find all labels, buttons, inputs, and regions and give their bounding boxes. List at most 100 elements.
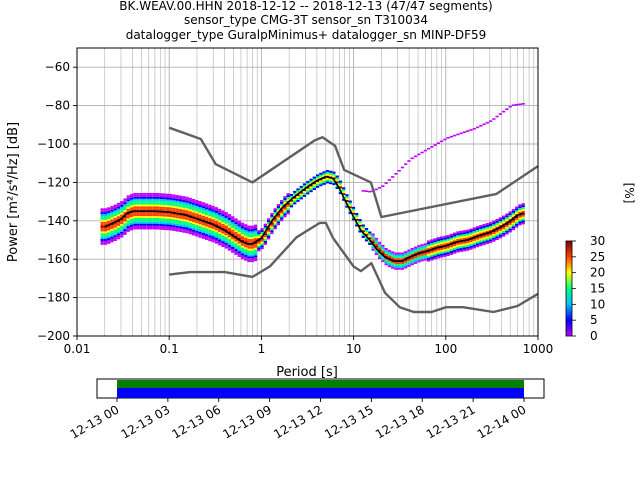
heatmap-cell bbox=[221, 241, 225, 244]
heatmap-cell bbox=[234, 231, 238, 234]
heatmap-cell bbox=[397, 262, 401, 264]
heatmap-cell bbox=[351, 210, 356, 213]
heatmap-cell bbox=[495, 234, 499, 237]
heatmap-cell bbox=[156, 194, 160, 197]
heatmap-cell bbox=[306, 188, 310, 191]
heatmap-cell bbox=[136, 198, 140, 201]
heatmap-cell bbox=[211, 226, 215, 229]
heatmap-cell bbox=[211, 228, 215, 231]
heatmap-cell bbox=[466, 241, 470, 244]
heatmap-cell bbox=[100, 233, 104, 236]
heatmap-cell bbox=[100, 227, 104, 230]
heatmap-cell bbox=[446, 252, 450, 255]
heatmap-cell bbox=[195, 225, 199, 227]
heatmap-cell bbox=[417, 245, 421, 248]
heatmap-cell bbox=[231, 218, 235, 221]
heatmap-cell bbox=[159, 218, 163, 221]
heatmap-cell bbox=[198, 206, 202, 209]
heatmap-cell bbox=[443, 243, 447, 246]
heatmap-cell bbox=[257, 235, 261, 238]
heatmap-cell bbox=[156, 204, 160, 207]
heatmap-cell bbox=[107, 215, 111, 217]
heatmap-cell bbox=[201, 211, 205, 214]
heatmap-cell bbox=[492, 228, 496, 231]
figure-title: BK.WEAV.00.HHN 2018-12-12 -- 2018-12-13 … bbox=[119, 0, 492, 42]
heatmap-cell bbox=[515, 216, 519, 218]
heatmap-cell bbox=[113, 216, 117, 218]
heatmap-cell bbox=[479, 236, 483, 239]
heatmap-cell bbox=[169, 205, 173, 208]
heatmap-cell bbox=[394, 173, 398, 175]
heatmap-cell bbox=[387, 265, 392, 268]
heatmap-cell bbox=[466, 235, 470, 238]
heatmap-cell bbox=[475, 231, 480, 234]
heatmap-cell bbox=[247, 240, 251, 243]
heatmap-cell bbox=[133, 194, 137, 197]
heatmap-cell bbox=[368, 241, 372, 244]
heatmap-cell bbox=[384, 263, 388, 266]
heatmap-cell bbox=[139, 212, 143, 215]
heatmap-cell bbox=[224, 237, 228, 239]
heatmap-cell bbox=[498, 230, 502, 233]
heatmap-cell bbox=[175, 208, 179, 211]
heatmap-cell bbox=[185, 202, 189, 205]
heatmap-cell bbox=[325, 173, 330, 176]
heatmap-cell bbox=[312, 176, 316, 179]
heatmap-cell bbox=[319, 174, 323, 177]
heatmap-cell bbox=[521, 220, 525, 223]
heatmap-cell bbox=[231, 216, 235, 219]
heatmap-cell bbox=[126, 216, 130, 219]
heatmap-cell bbox=[152, 214, 157, 216]
heatmap-cell bbox=[286, 196, 290, 199]
heatmap-cell bbox=[152, 200, 157, 203]
heatmap-cell bbox=[172, 221, 176, 224]
heatmap-cell bbox=[475, 241, 480, 244]
heatmap-cell bbox=[280, 219, 284, 222]
heatmap-cell bbox=[126, 199, 130, 202]
heatmap-cell bbox=[501, 221, 506, 224]
heatmap-cell bbox=[420, 259, 424, 262]
heatmap-cell bbox=[152, 192, 157, 195]
heatmap-cell bbox=[237, 226, 241, 229]
heatmap-cell bbox=[100, 235, 104, 238]
heatmap-cell bbox=[103, 212, 108, 215]
psd-density-heatmap bbox=[100, 103, 525, 270]
heatmap-cell bbox=[191, 204, 196, 207]
heatmap-cell bbox=[436, 256, 440, 259]
heatmap-cell bbox=[110, 238, 114, 241]
heatmap-cell bbox=[410, 251, 414, 254]
heatmap-cell bbox=[420, 246, 424, 249]
heatmap-cell bbox=[165, 201, 170, 204]
heatmap-cell bbox=[142, 196, 147, 199]
heatmap-cell bbox=[345, 198, 349, 201]
heatmap-cell bbox=[286, 206, 290, 209]
heatmap-cell bbox=[322, 179, 326, 181]
heatmap-cell bbox=[120, 210, 124, 213]
heatmap-cell bbox=[221, 210, 225, 213]
heatmap-cell bbox=[247, 227, 251, 230]
heatmap-cell bbox=[413, 258, 418, 261]
heatmap-cell bbox=[244, 251, 248, 254]
heatmap-cell bbox=[244, 229, 248, 232]
heatmap-cell bbox=[240, 247, 245, 250]
heatmap-cell bbox=[485, 228, 489, 231]
heatmap-cell bbox=[273, 213, 277, 216]
heatmap-cell bbox=[129, 226, 134, 229]
heatmap-cell bbox=[456, 246, 460, 249]
heatmap-cell bbox=[244, 258, 248, 261]
heatmap-cell bbox=[456, 231, 460, 234]
heatmap-cell bbox=[169, 201, 173, 204]
heatmap-cell bbox=[449, 249, 454, 252]
heatmap-cell bbox=[443, 253, 447, 255]
heatmap-cell bbox=[123, 208, 127, 210]
heatmap-cell bbox=[309, 188, 313, 191]
heatmap-cell bbox=[159, 206, 163, 209]
heatmap-cell bbox=[410, 253, 414, 256]
heatmap-cell bbox=[208, 227, 212, 230]
heatmap-cell bbox=[126, 220, 130, 223]
heatmap-cell bbox=[185, 217, 189, 220]
heatmap-cell bbox=[368, 231, 372, 234]
heatmap-cell bbox=[439, 249, 444, 252]
heatmap-cell bbox=[394, 262, 398, 264]
